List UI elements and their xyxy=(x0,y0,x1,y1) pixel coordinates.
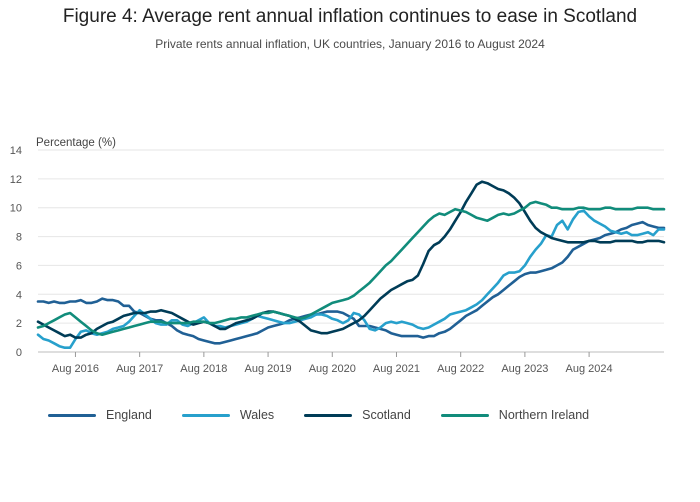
x-tick-label: Aug 2018 xyxy=(180,363,227,375)
y-tick-label: 2 xyxy=(16,318,22,330)
x-tick-label: Aug 2020 xyxy=(309,363,356,375)
x-axis-ticks: Aug 2016 Aug 2017 Aug 2018 Aug 2019 Aug 2020… xyxy=(52,352,613,375)
y-tick-label: 4 xyxy=(16,289,22,301)
y-tick-label: 8 xyxy=(16,232,22,244)
gridlines xyxy=(38,149,664,353)
legend-label-scotland: Scotland xyxy=(362,408,411,422)
y-tick-label: 0 xyxy=(16,347,22,359)
y-axis-label: Percentage (%) xyxy=(36,137,116,149)
legend: England Wales Scotland Northern Ireland xyxy=(48,408,619,422)
series-line-northern-ireland[interactable] xyxy=(36,200,666,336)
x-tick-label: Aug 2017 xyxy=(116,363,163,375)
y-tick-label: 12 xyxy=(10,174,22,186)
y-tick-label: 10 xyxy=(10,203,22,215)
legend-label-wales: Wales xyxy=(239,408,275,422)
legend-item-northern-ireland[interactable]: Northern Ireland xyxy=(440,408,590,422)
legend-item-scotland[interactable]: Scotland xyxy=(304,408,411,422)
x-tick-label: Aug 2019 xyxy=(245,363,292,375)
y-tick-label: 6 xyxy=(16,260,22,272)
series-line-scotland[interactable] xyxy=(36,180,666,339)
y-tick-label: 14 xyxy=(10,145,22,157)
legend-swatch-scotland xyxy=(304,413,353,417)
x-tick-label: Aug 2016 xyxy=(52,363,99,375)
series-lines xyxy=(36,180,666,349)
chart-subtitle: Private rents annual inflation, UK count… xyxy=(155,37,545,51)
legend-item-england[interactable]: England xyxy=(48,408,152,422)
x-tick-label: Aug 2022 xyxy=(437,363,484,375)
x-tick-label: Aug 2021 xyxy=(373,363,420,375)
chart-title: Figure 4: Average rent annual inflation … xyxy=(62,6,638,27)
legend-item-wales[interactable]: Wales xyxy=(181,408,275,422)
x-tick-label: Aug 2023 xyxy=(501,363,548,375)
legend-label-northern-ireland: Northern Ireland xyxy=(498,408,590,422)
legend-swatch-wales xyxy=(181,413,230,417)
legend-label-england: England xyxy=(106,408,152,422)
x-tick-label: Aug 2024 xyxy=(566,363,613,375)
legend-swatch-england xyxy=(48,413,96,417)
legend-swatch-northern-ireland xyxy=(440,413,489,417)
y-axis-ticks: 0 2 4 6 8 10 12 14 xyxy=(10,145,22,359)
